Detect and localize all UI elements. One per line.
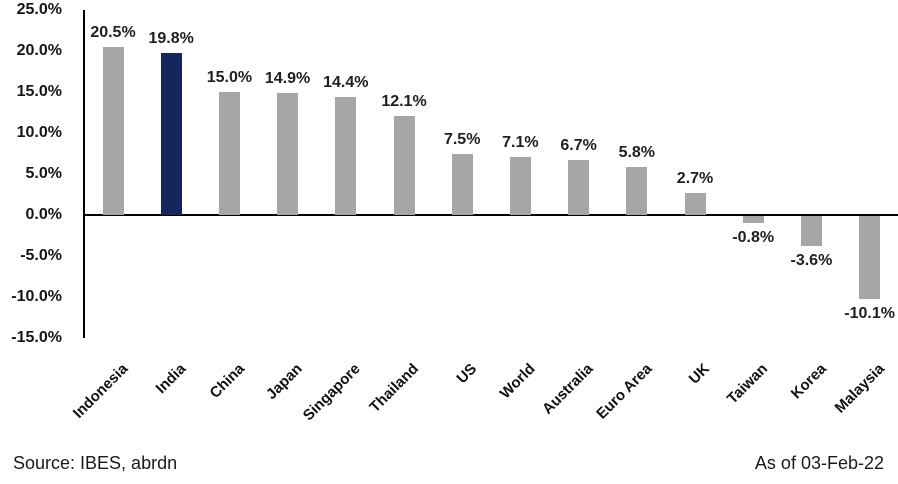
value-label-indonesia: 20.5%	[90, 24, 136, 41]
source-note: Source: IBES, abrdn	[13, 453, 178, 473]
value-label-world: 7.1%	[502, 134, 539, 151]
y-axis-tick-label: 25.0%	[16, 1, 62, 18]
y-axis-tick-label: 15.0%	[16, 83, 62, 100]
y-axis-tick-label: -15.0%	[11, 329, 62, 346]
bar-china	[219, 92, 240, 215]
x-axis-label-uk: UK	[685, 360, 714, 388]
value-label-us: 7.5%	[443, 131, 481, 148]
value-label-china: 15.0%	[206, 69, 253, 86]
bar-japan	[277, 93, 298, 215]
x-axis-label-us: US	[453, 360, 481, 388]
x-axis-label-australia: Australia	[539, 360, 597, 418]
bar-indonesia	[103, 47, 124, 215]
y-axis-tick-label: 0.0%	[25, 206, 62, 223]
value-label-australia: 6.7%	[560, 137, 597, 154]
zero-baseline	[83, 214, 898, 216]
value-label-singapore: 14.4%	[323, 74, 369, 91]
x-axis-label-japan: Japan	[263, 360, 306, 403]
x-axis-label-korea: Korea	[787, 360, 830, 403]
bar-world	[510, 157, 531, 215]
value-label-euro-area: 5.8%	[618, 144, 656, 161]
y-axis-tick-label: -5.0%	[20, 247, 62, 264]
x-axis-label-malaysia: Malaysia	[831, 360, 888, 417]
x-axis-label-singapore: Singapore	[300, 360, 365, 425]
bar-us	[452, 154, 473, 215]
value-label-taiwan: -0.8%	[732, 229, 775, 246]
y-axis-tick-label: 20.0%	[16, 42, 62, 59]
as-of-note: As of 03-Feb-22	[754, 453, 884, 473]
value-label-korea: -3.6%	[790, 252, 833, 269]
bar-malaysia	[859, 216, 880, 299]
y-axis-line	[83, 10, 85, 338]
value-label-malaysia: -10.1%	[844, 305, 895, 322]
bar-uk	[685, 193, 706, 215]
x-axis-label-taiwan: Taiwan	[724, 360, 772, 408]
bar-singapore	[335, 97, 356, 215]
value-label-thailand: 12.1%	[381, 93, 427, 110]
x-axis-label-india: India	[152, 360, 190, 398]
value-label-uk: 2.7%	[676, 170, 714, 187]
bar-korea	[801, 216, 822, 246]
value-label-india: 19.8%	[148, 30, 194, 47]
bar-taiwan	[743, 216, 764, 223]
x-axis-label-indonesia: Indonesia	[69, 360, 132, 422]
value-label-japan: 14.9%	[264, 70, 311, 87]
bar-thailand	[394, 116, 415, 215]
x-axis-label-thailand: Thailand	[366, 360, 423, 416]
bar-australia	[568, 160, 589, 215]
bar-euro-area	[626, 167, 647, 215]
bar-india	[161, 53, 182, 215]
y-axis-tick-label: 10.0%	[16, 124, 62, 141]
x-axis-label-world: World	[496, 360, 539, 403]
x-axis-label-china: China	[206, 360, 248, 402]
y-axis-tick-label: -10.0%	[11, 288, 62, 305]
x-axis-label-euro-area: Euro Area	[592, 360, 656, 423]
y-axis-tick-label: 5.0%	[25, 165, 62, 182]
